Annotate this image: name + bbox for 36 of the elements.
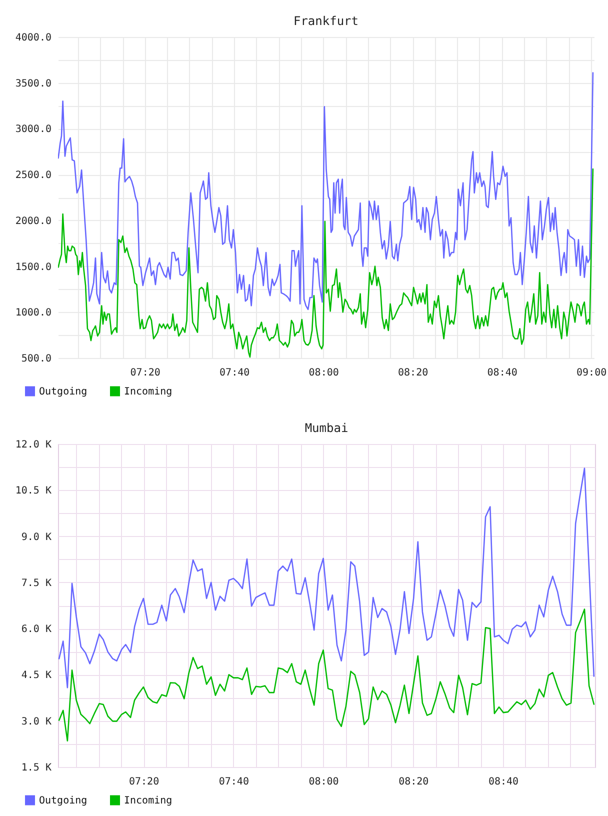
y-tick-label: 2000.0 [15, 216, 52, 227]
x-tick-label: 07:20 [130, 368, 160, 378]
y-tick-label: 1500.0 [15, 262, 52, 273]
y-tick-label: 12.0 K [15, 440, 52, 450]
legend-label: Incoming [124, 386, 172, 398]
chart-title: Mumbai [304, 421, 348, 435]
x-tick-label: 08:40 [488, 776, 519, 788]
y-tick-label: 3.0 K [21, 716, 52, 728]
y-tick-label: 4000.0 [15, 32, 52, 44]
x-tick-label: 07:40 [220, 368, 250, 378]
y-tick-label: 10.5 K [15, 486, 52, 497]
y-tick-label: 3000.0 [15, 124, 52, 136]
y-tick-label: 1.5 K [21, 762, 52, 774]
chart-title: Frankfurt [293, 14, 359, 28]
x-tick-label: 08:00 [308, 368, 339, 378]
line-series [58, 608, 595, 742]
legend-label: Outgoing [39, 386, 88, 398]
y-tick-label: 7.5 K [21, 578, 52, 589]
y-tick-label: 4.5 K [21, 670, 52, 682]
x-tick-label: 07:40 [218, 776, 249, 788]
legend-label: Outgoing [39, 795, 88, 806]
y-tick-label: 1000.0 [15, 308, 52, 319]
line-series [58, 468, 595, 688]
x-tick-label: 08:40 [487, 368, 518, 378]
y-tick-label: 9.0 K [21, 532, 52, 543]
legend-label: Incoming [124, 795, 172, 806]
x-tick-label: 08:20 [398, 368, 428, 378]
y-tick-label: 6.0 K [21, 624, 52, 636]
y-tick-label: 2500.0 [15, 170, 52, 182]
y-tick-label: 500.0 [21, 354, 52, 364]
x-tick-label: 08:20 [398, 776, 429, 788]
x-tick-label: 08:00 [308, 776, 339, 788]
x-tick-label: 09:00 [576, 368, 607, 378]
x-tick-label: 07:20 [128, 776, 160, 788]
y-tick-label: 3500.0 [15, 78, 52, 90]
line-series [58, 72, 594, 310]
